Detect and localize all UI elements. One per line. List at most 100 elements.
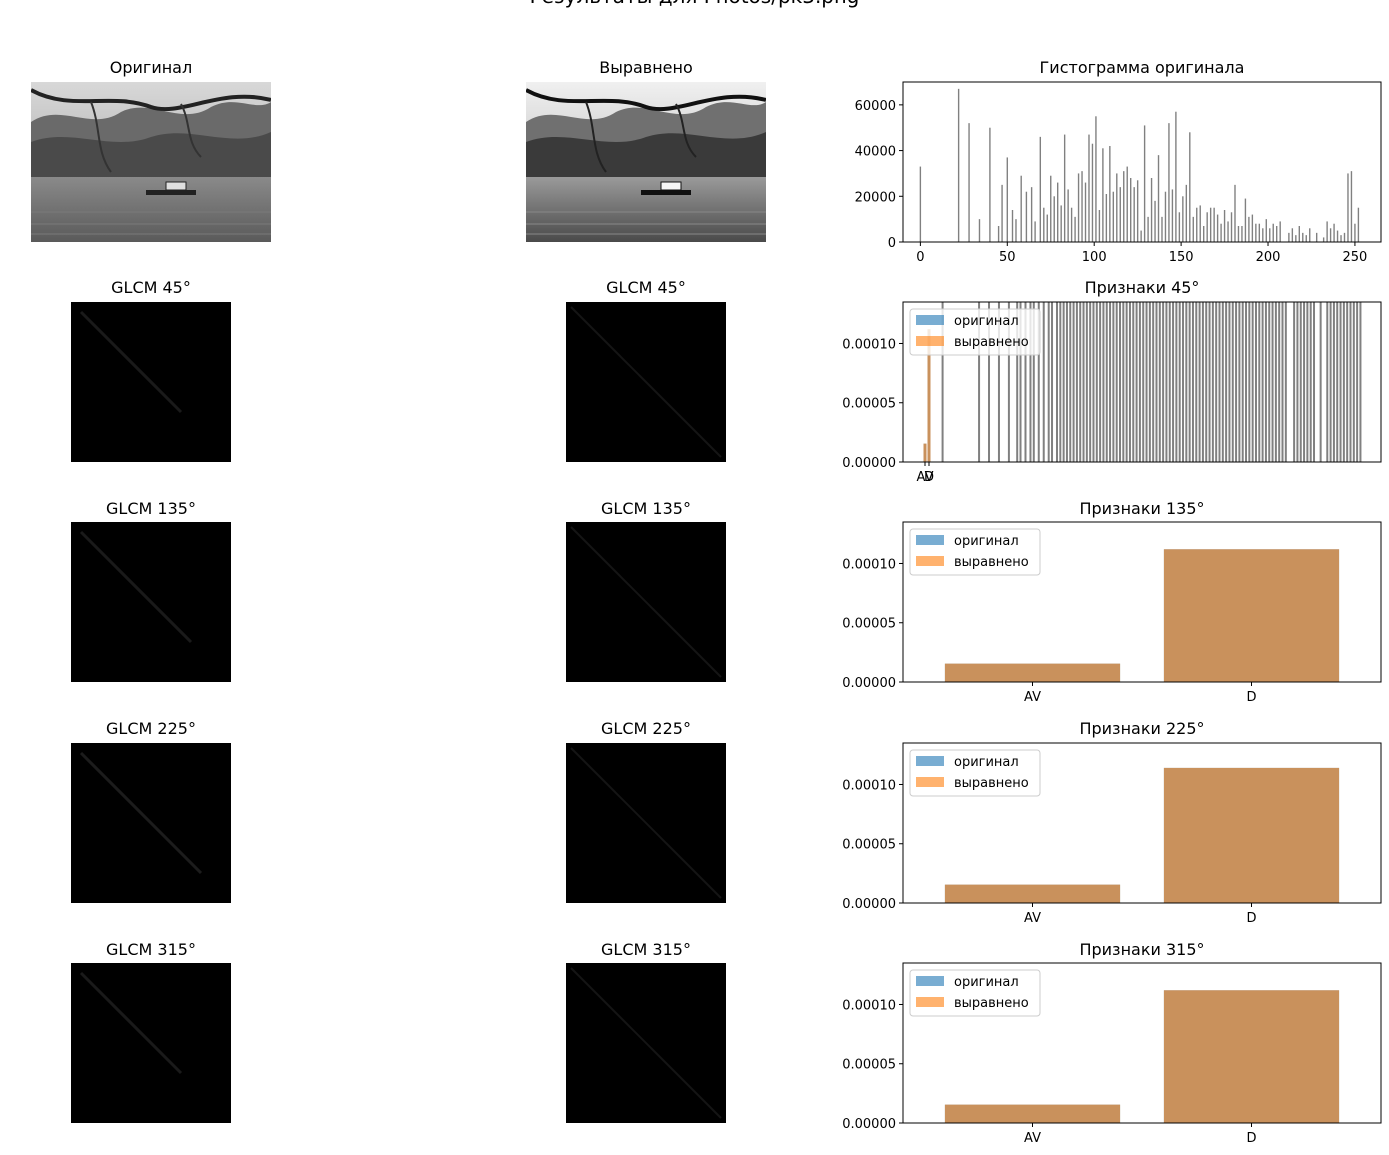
histogram-bar — [1224, 210, 1225, 242]
histogram-bar — [1130, 178, 1131, 242]
features-45-overlay-bar — [1209, 302, 1211, 462]
histogram-bar — [1347, 173, 1348, 242]
features-45-overlay-bar — [1122, 302, 1124, 462]
histogram-bar — [1172, 189, 1173, 242]
features-45-overlay-bar — [1172, 302, 1174, 462]
histogram-bar — [1113, 192, 1114, 242]
histogram-bar — [1088, 135, 1089, 242]
histogram-bar — [1147, 217, 1148, 242]
histogram-xtick-label: 50 — [999, 250, 1016, 265]
histogram-bar — [1050, 176, 1051, 242]
histogram-bar — [1081, 171, 1082, 242]
features-45-legend-label: выравнено — [954, 335, 1029, 350]
histogram-bar — [1133, 187, 1134, 242]
histogram-ytick-label: 40000 — [855, 145, 896, 160]
features-45-overlay-bar — [1306, 302, 1308, 462]
features-315-legend-swatch — [916, 976, 944, 986]
features-45-overlay-bar — [1353, 302, 1355, 462]
features-45-legend-label: оригинал — [954, 314, 1019, 329]
histogram-bar — [1161, 217, 1162, 242]
histogram-bar — [1102, 148, 1103, 242]
histogram-bar — [1047, 215, 1048, 242]
features-45-overlay-bar — [1340, 302, 1342, 462]
histogram-bar — [1189, 132, 1190, 242]
features-45-overlay-bar — [1126, 302, 1128, 462]
features-45-overlay-bar — [1303, 302, 1305, 462]
histogram-bar — [1186, 185, 1187, 242]
histogram-bar — [1323, 237, 1324, 242]
histogram-bar — [1021, 176, 1022, 242]
features-135-legend-label: оригинал — [954, 534, 1019, 549]
features-225-ytick-label: 0.00010 — [842, 778, 896, 793]
features-45-overlay-bar — [1043, 302, 1045, 462]
histogram-bar — [1116, 173, 1117, 242]
features-45-overlay-bar — [1215, 302, 1217, 462]
histogram-bar — [1273, 224, 1274, 242]
features-45-legend-swatch — [916, 315, 944, 325]
features-135-ytick-label: 0.00010 — [842, 557, 896, 572]
features-45-overlay-bar — [1073, 302, 1075, 462]
histogram-bar — [1109, 146, 1110, 242]
histogram-bar — [1337, 231, 1338, 242]
features-45-overlay-bar — [1300, 302, 1302, 462]
features-45-overlay-bar — [1218, 302, 1220, 462]
features-45-overlay-bar — [1330, 302, 1332, 462]
features-45-overlay-bar — [1048, 302, 1050, 462]
histogram-bar — [1309, 228, 1310, 242]
features-45-overlay-bar — [1346, 302, 1348, 462]
histogram-bar — [1255, 224, 1256, 242]
histogram-bar — [1168, 123, 1169, 242]
features-315-xtick-label: D — [1246, 1131, 1256, 1146]
histogram-bar — [1262, 228, 1263, 242]
histogram-bar — [1292, 228, 1293, 242]
features-45-overlay-bar — [1179, 302, 1181, 462]
features-45-overlay-bar — [1155, 302, 1157, 462]
features-135-legend-label: выравнено — [954, 555, 1029, 570]
histogram-bar — [998, 226, 999, 242]
histogram-xtick-label: 200 — [1256, 250, 1281, 265]
features-45-overlay-bar — [1356, 302, 1358, 462]
histogram-bar — [989, 128, 990, 242]
features-45-overlay-bar — [1212, 302, 1214, 462]
features-45-overlay-bar — [1059, 302, 1061, 462]
histogram-bar — [1213, 208, 1214, 242]
features-45-overlay-bar — [1112, 302, 1114, 462]
features-45-overlay-bar — [1063, 302, 1065, 462]
features-45-xtick-label: D — [924, 470, 934, 485]
histogram-bar — [1220, 224, 1221, 242]
features-45-overlay-bar — [1258, 302, 1260, 462]
features-225-ytick-label: 0.00000 — [842, 897, 896, 912]
features-315-bar-выравнено — [945, 1105, 1120, 1123]
histogram-xtick-label: 150 — [1169, 250, 1194, 265]
features-225-legend-swatch — [916, 756, 944, 766]
histogram-bar — [1127, 167, 1128, 242]
features-45-overlay-bar — [1189, 302, 1191, 462]
features-45-overlay-bar — [1152, 302, 1154, 462]
features-45-overlay-bar — [1092, 302, 1094, 462]
histogram-bar — [1295, 235, 1296, 242]
histogram-bar — [1158, 155, 1159, 242]
features-225-bar-выравнено — [1164, 768, 1339, 903]
histogram-bar — [1238, 226, 1239, 242]
histogram-bar — [1144, 125, 1145, 242]
features-45-overlay-bar — [1255, 302, 1257, 462]
features-225-xtick-label: AV — [1024, 911, 1041, 926]
features-45-overlay-bar — [1265, 302, 1267, 462]
features-45-overlay-bar — [1245, 302, 1247, 462]
features-45-overlay-bar — [1159, 302, 1161, 462]
features-45-overlay-bar — [1242, 302, 1244, 462]
features-45-overlay-bar — [1139, 302, 1141, 462]
features-45-overlay-bar — [1129, 302, 1131, 462]
histogram-bar — [1344, 233, 1345, 242]
histogram-bar — [1206, 212, 1207, 242]
features-45-overlay-bar — [1169, 302, 1171, 462]
features-45-overlay-bar — [1199, 302, 1201, 462]
histogram-bar — [1326, 221, 1327, 242]
histogram-axes — [903, 82, 1381, 242]
features-45-overlay-bar — [1119, 302, 1121, 462]
histogram-bar — [1269, 228, 1270, 242]
histogram-bar — [1279, 221, 1280, 242]
features-315-ytick-label: 0.00005 — [842, 1058, 896, 1073]
histogram-bar — [1182, 196, 1183, 242]
